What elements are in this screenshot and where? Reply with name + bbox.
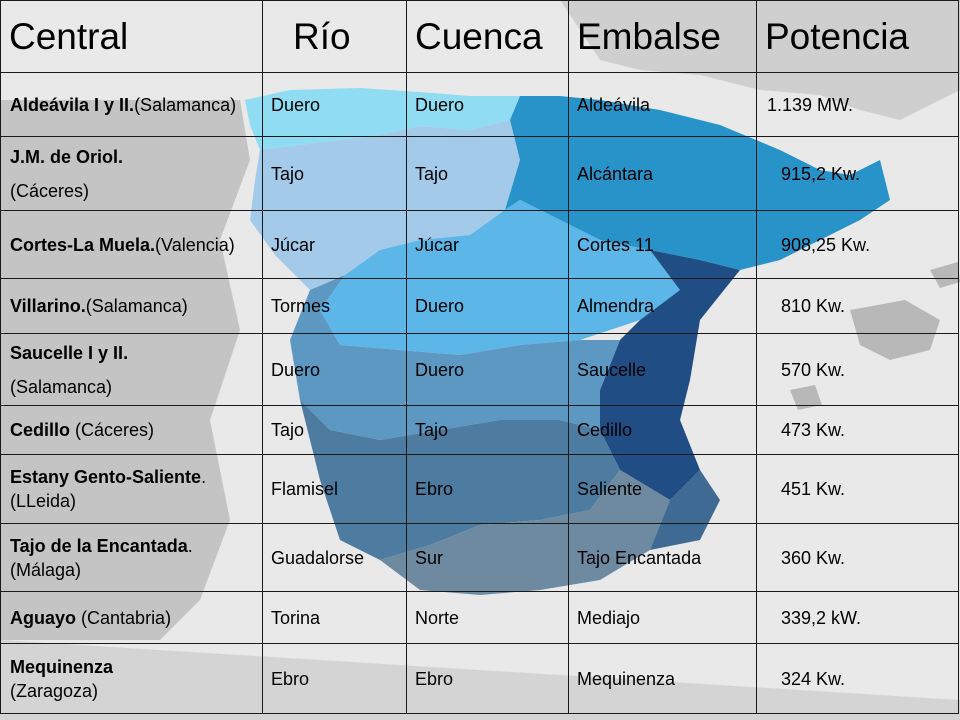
cell-central: Cortes-La Muela.(Valencia) [0, 210, 263, 279]
cell-rio: Duero [262, 72, 407, 137]
central-name: Aldeávila I y II. [10, 94, 135, 115]
header-row: Central Río Cuenca Embalse Potencia [0, 0, 959, 73]
table-row: Aguayo (Cantabria) Torina Norte Mediajo … [0, 591, 959, 644]
central-location: (Salamanca) [10, 376, 113, 397]
cell-rio: Torina [262, 591, 407, 644]
table-row: Estany Gento-Saliente. (LLeida) Flamisel… [0, 454, 959, 524]
cell-embalse: Saliente [568, 454, 757, 524]
header-cuenca: Cuenca [406, 0, 569, 73]
cell-cuenca: Duero [406, 72, 569, 137]
central-location: (Cáceres) [75, 420, 155, 440]
central-location: (Cáceres) [10, 180, 90, 201]
cell-rio: Flamisel [262, 454, 407, 524]
cell-central: Estany Gento-Saliente. (LLeida) [0, 454, 263, 524]
cell-central: Mequinenza (Zaragoza) [0, 643, 263, 714]
cell-cuenca: Sur [406, 523, 569, 592]
cell-embalse: Almendra [568, 278, 757, 334]
cell-cuenca: Ebro [406, 454, 569, 524]
cell-cuenca: Tajo [406, 136, 569, 211]
central-name: Estany Gento-Saliente [10, 467, 202, 487]
cell-cuenca: Duero [406, 278, 569, 334]
cell-rio: Júcar [262, 210, 407, 279]
header-rio: Río [262, 0, 407, 73]
cell-central: Aldeávila I y II.(Salamanca) [0, 72, 263, 137]
central-location: . (LLeida) [10, 467, 207, 511]
cell-rio: Ebro [262, 643, 407, 714]
central-location: (Salamanca) [85, 296, 188, 316]
cell-embalse: Cortes 11 [568, 210, 757, 279]
cell-potencia: 324 Kw. [756, 643, 959, 714]
central-name: Cedillo [10, 420, 71, 440]
cell-potencia: 1.139 MW. [756, 72, 959, 137]
cell-rio: Tajo [262, 405, 407, 455]
cell-central: Cedillo (Cáceres) [0, 405, 263, 455]
cell-rio: Guadalorse [262, 523, 407, 592]
cell-cuenca: Júcar [406, 210, 569, 279]
cell-rio: Tajo [262, 136, 407, 211]
header-potencia: Potencia [756, 0, 959, 73]
cell-embalse: Mediajo [568, 591, 757, 644]
cell-central: J.M. de Oriol. (Cáceres) [0, 136, 263, 211]
table-row: Cedillo (Cáceres) Tajo Tajo Cedillo 473 … [0, 405, 959, 455]
cell-central: Villarino.(Salamanca) [0, 278, 263, 334]
central-location: . (Málaga) [10, 535, 193, 580]
cell-potencia: 360 Kw. [756, 523, 959, 592]
cell-central: Saucelle I y II. (Salamanca) [0, 333, 263, 406]
cell-embalse: Tajo Encantada [568, 523, 757, 592]
table-row: Saucelle I y II. (Salamanca) Duero Duero … [0, 333, 959, 406]
central-name: Mequinenza [10, 656, 114, 677]
central-name: Saucelle I y II. [10, 342, 129, 363]
cell-central: Aguayo (Cantabria) [0, 591, 263, 644]
cell-embalse: Mequinenza [568, 643, 757, 714]
cell-cuenca: Duero [406, 333, 569, 406]
cell-potencia: 473 Kw. [756, 405, 959, 455]
table-row: Mequinenza (Zaragoza) Ebro Ebro Mequinenz… [0, 643, 959, 714]
central-name: Tajo de la Encantada [10, 535, 188, 556]
cell-embalse: Cedillo [568, 405, 757, 455]
cell-potencia: 339,2 kW. [756, 591, 959, 644]
central-name: Aguayo [10, 607, 77, 628]
table-row: Villarino.(Salamanca) Tormes Duero Almen… [0, 278, 959, 334]
central-name: Cortes-La Muela. [10, 234, 156, 255]
header-central: Central [0, 0, 263, 73]
central-location: (Zaragoza) [10, 680, 99, 701]
table-row: Tajo de la Encantada. (Málaga) Guadalors… [0, 523, 959, 592]
cell-embalse: Saucelle [568, 333, 757, 406]
table-row: J.M. de Oriol. (Cáceres) Tajo Tajo Alcánt… [0, 136, 959, 211]
table-row: Aldeávila I y II.(Salamanca) Duero Duero… [0, 72, 959, 137]
cell-embalse: Aldeávila [568, 72, 757, 137]
cell-potencia: 908,25 Kw. [756, 210, 959, 279]
header-embalse: Embalse [568, 0, 757, 73]
cell-rio: Duero [262, 333, 407, 406]
cell-potencia: 570 Kw. [756, 333, 959, 406]
central-name: Villarino. [10, 296, 86, 316]
cell-central: Tajo de la Encantada. (Málaga) [0, 523, 263, 592]
cell-cuenca: Ebro [406, 643, 569, 714]
cell-potencia: 451 Kw. [756, 454, 959, 524]
central-name: J.M. de Oriol. [10, 146, 124, 167]
cell-potencia: 810 Kw. [756, 278, 959, 334]
cell-potencia: 915,2 Kw. [756, 136, 959, 211]
cell-cuenca: Tajo [406, 405, 569, 455]
cell-cuenca: Norte [406, 591, 569, 644]
cell-embalse: Alcántara [568, 136, 757, 211]
central-location: (Valencia) [155, 234, 235, 255]
central-location: (Salamanca) [134, 94, 237, 115]
table-row: Cortes-La Muela.(Valencia) Júcar Júcar C… [0, 210, 959, 279]
central-location: (Cantabria) [81, 607, 172, 628]
cell-rio: Tormes [262, 278, 407, 334]
